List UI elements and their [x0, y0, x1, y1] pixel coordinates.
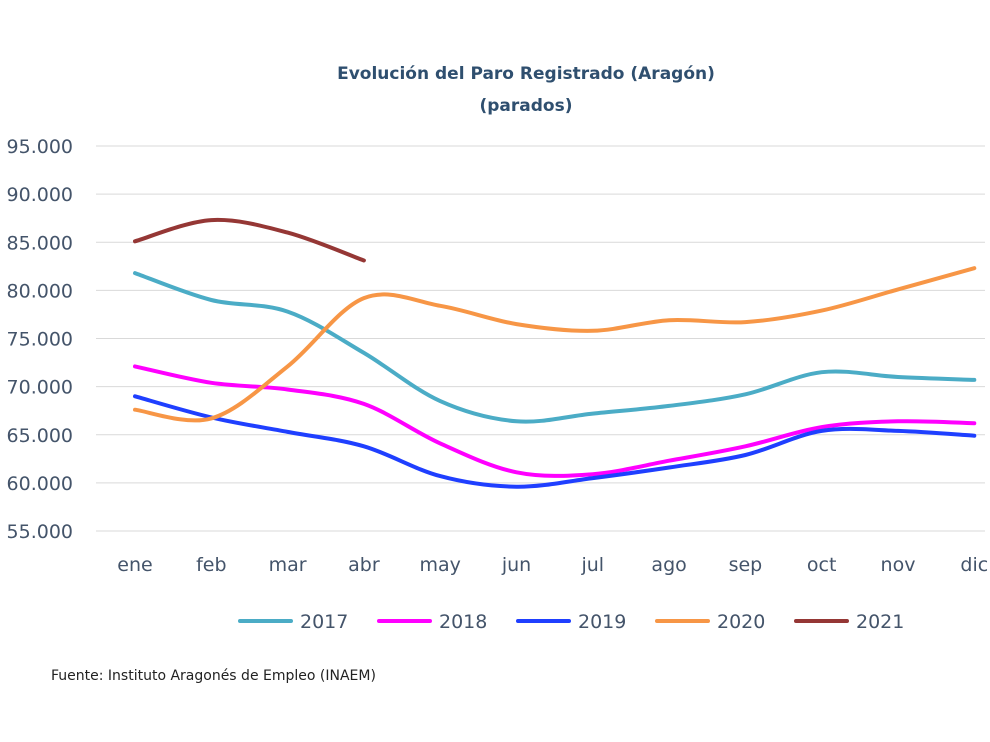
y-tick-label: 80.000 [7, 280, 73, 302]
series-line-2020 [133, 266, 977, 423]
source-note: Fuente: Instituto Aragonés de Empleo (IN… [51, 668, 376, 684]
series-line-2018 [133, 364, 977, 478]
legend-label-2021: 2021 [856, 611, 904, 633]
y-tick-label: 70.000 [7, 377, 73, 399]
y-tick-label: 75.000 [7, 329, 73, 351]
legend-label-2017: 2017 [300, 611, 348, 633]
y-tick-label: 95.000 [7, 136, 73, 158]
legend: 2017 2018 2019 2020 2021 [238, 611, 904, 633]
x-tick-label: may [419, 554, 460, 576]
legend-label-2019: 2019 [578, 611, 626, 633]
x-tick-label: abr [348, 554, 380, 576]
chart-title: Evolución del Paro Registrado (Aragón) [337, 64, 715, 84]
series-line-2021 [133, 217, 366, 263]
chart-subtitle: (parados) [479, 96, 572, 116]
x-tick-label: ene [117, 554, 152, 576]
x-tick-label: mar [269, 554, 307, 576]
x-tick-label: nov [881, 554, 916, 576]
y-tick-label: 55.000 [7, 521, 73, 543]
legend-label-2018: 2018 [439, 611, 487, 633]
y-tick-label: 85.000 [7, 232, 73, 254]
x-tick-label: feb [196, 554, 226, 576]
x-tick-label: jul [580, 554, 604, 576]
x-tick-label: ago [651, 554, 686, 576]
y-axis-tick-labels: 55.000 60.000 65.000 70.000 75.000 80.000 85.0… [7, 136, 73, 543]
x-tick-label: jun [501, 554, 531, 576]
legend-label-2020: 2020 [717, 611, 765, 633]
x-tick-label: dic [960, 554, 988, 576]
series-line-2017 [133, 271, 977, 424]
x-axis-tick-labels: ene feb mar abr may jun jul ago sep oct nov dic [117, 554, 988, 576]
y-tick-label: 65.000 [7, 425, 73, 447]
series-lines [133, 217, 977, 489]
x-tick-label: oct [807, 554, 837, 576]
x-tick-label: sep [729, 554, 763, 576]
y-tick-label: 60.000 [7, 473, 73, 495]
y-tick-label: 90.000 [7, 184, 73, 206]
series-line-2019 [133, 394, 977, 489]
